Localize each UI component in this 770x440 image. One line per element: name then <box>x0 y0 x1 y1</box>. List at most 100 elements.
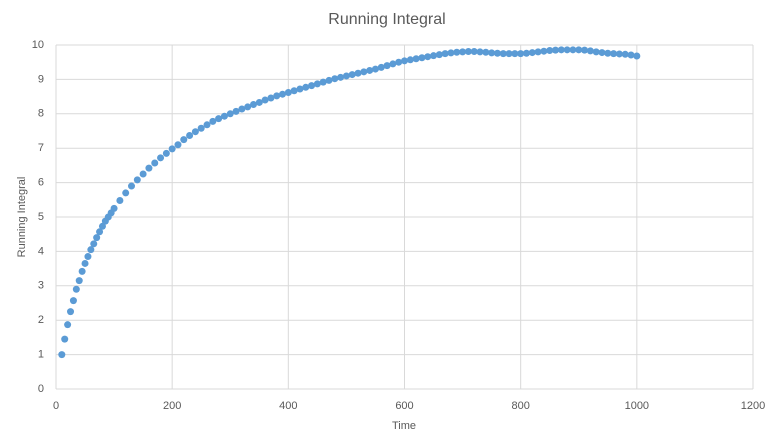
data-point <box>563 46 571 54</box>
data-point <box>279 90 287 98</box>
data-point <box>191 128 199 136</box>
data-point <box>93 234 101 242</box>
x-tick-label: 200 <box>163 400 181 412</box>
x-tick-label: 600 <box>395 400 413 412</box>
data-point <box>534 48 542 56</box>
y-axis-label: Running Integral <box>16 177 28 258</box>
data-point <box>389 60 397 68</box>
y-tick-label: 2 <box>38 314 44 326</box>
data-point <box>284 88 292 96</box>
data-point <box>168 145 176 153</box>
data-point <box>128 182 136 190</box>
data-point <box>464 48 472 56</box>
x-tick-label: 0 <box>53 400 59 412</box>
x-tick-label: 1200 <box>741 400 765 412</box>
y-tick-label: 9 <box>38 73 44 85</box>
data-point <box>488 49 496 57</box>
data-point <box>232 107 240 115</box>
data-point <box>592 48 600 56</box>
data-point <box>418 54 426 62</box>
data-point <box>69 297 77 305</box>
data-point <box>162 149 170 157</box>
data-point <box>337 73 345 81</box>
data-point <box>96 228 104 236</box>
data-point <box>441 50 449 58</box>
data-point <box>267 94 275 102</box>
data-point <box>557 46 565 54</box>
data-point <box>186 131 194 139</box>
data-point <box>522 49 530 57</box>
data-point <box>331 75 339 83</box>
data-point <box>581 46 589 54</box>
data-point <box>255 98 263 106</box>
data-point <box>377 63 385 71</box>
data-point <box>505 50 513 58</box>
data-point <box>61 335 69 343</box>
data-point <box>401 57 408 65</box>
y-tick-label: 8 <box>38 108 44 120</box>
data-point <box>499 50 507 58</box>
data-point <box>249 101 257 109</box>
data-point <box>447 49 455 57</box>
data-point <box>296 85 304 93</box>
y-tick-label: 1 <box>38 349 44 361</box>
data-point <box>75 277 83 285</box>
data-point <box>546 47 554 55</box>
data-point <box>67 308 75 316</box>
data-point <box>87 246 95 254</box>
data-point <box>64 321 72 329</box>
data-point <box>145 164 153 172</box>
data-point <box>220 112 228 120</box>
data-point <box>435 51 443 59</box>
data-point <box>72 285 80 293</box>
data-point <box>180 136 188 144</box>
data-point <box>598 49 606 57</box>
data-point <box>406 56 414 64</box>
data-point <box>430 52 438 60</box>
data-point <box>226 110 234 118</box>
data-point <box>90 240 98 248</box>
data-point <box>604 49 612 57</box>
data-point <box>203 121 211 129</box>
data-point <box>575 46 583 54</box>
data-point <box>354 69 362 77</box>
data-point <box>621 50 629 58</box>
data-point <box>261 96 269 104</box>
data-point <box>209 117 217 125</box>
data-point <box>627 51 635 59</box>
x-tick-label: 1000 <box>625 400 649 412</box>
data-point <box>238 105 246 113</box>
data-point <box>110 204 118 212</box>
data-point <box>244 103 252 111</box>
data-point <box>313 80 321 88</box>
x-axis-label: Time <box>392 420 416 432</box>
data-point <box>308 82 316 90</box>
data-point <box>174 141 182 149</box>
data-point <box>273 92 281 100</box>
data-point <box>319 78 327 86</box>
data-point <box>122 189 130 197</box>
data-point <box>157 154 165 162</box>
y-tick-label: 3 <box>38 280 44 292</box>
y-tick-label: 0 <box>38 383 44 395</box>
data-point <box>360 68 368 76</box>
y-tick-label: 6 <box>38 177 44 189</box>
x-tick-label: 800 <box>511 400 529 412</box>
data-point <box>569 46 577 54</box>
data-point <box>633 52 641 60</box>
data-point <box>197 124 205 132</box>
data-point <box>116 196 124 204</box>
data-point <box>476 48 484 56</box>
data-point <box>151 159 159 167</box>
data-point <box>215 115 223 123</box>
data-point <box>342 72 350 80</box>
data-point <box>470 48 478 56</box>
data-point <box>98 222 106 230</box>
data-point <box>482 48 490 56</box>
y-tick-label: 10 <box>32 39 44 51</box>
data-point <box>412 55 420 63</box>
data-point <box>78 267 86 275</box>
data-point <box>528 49 536 57</box>
data-point <box>133 176 141 184</box>
